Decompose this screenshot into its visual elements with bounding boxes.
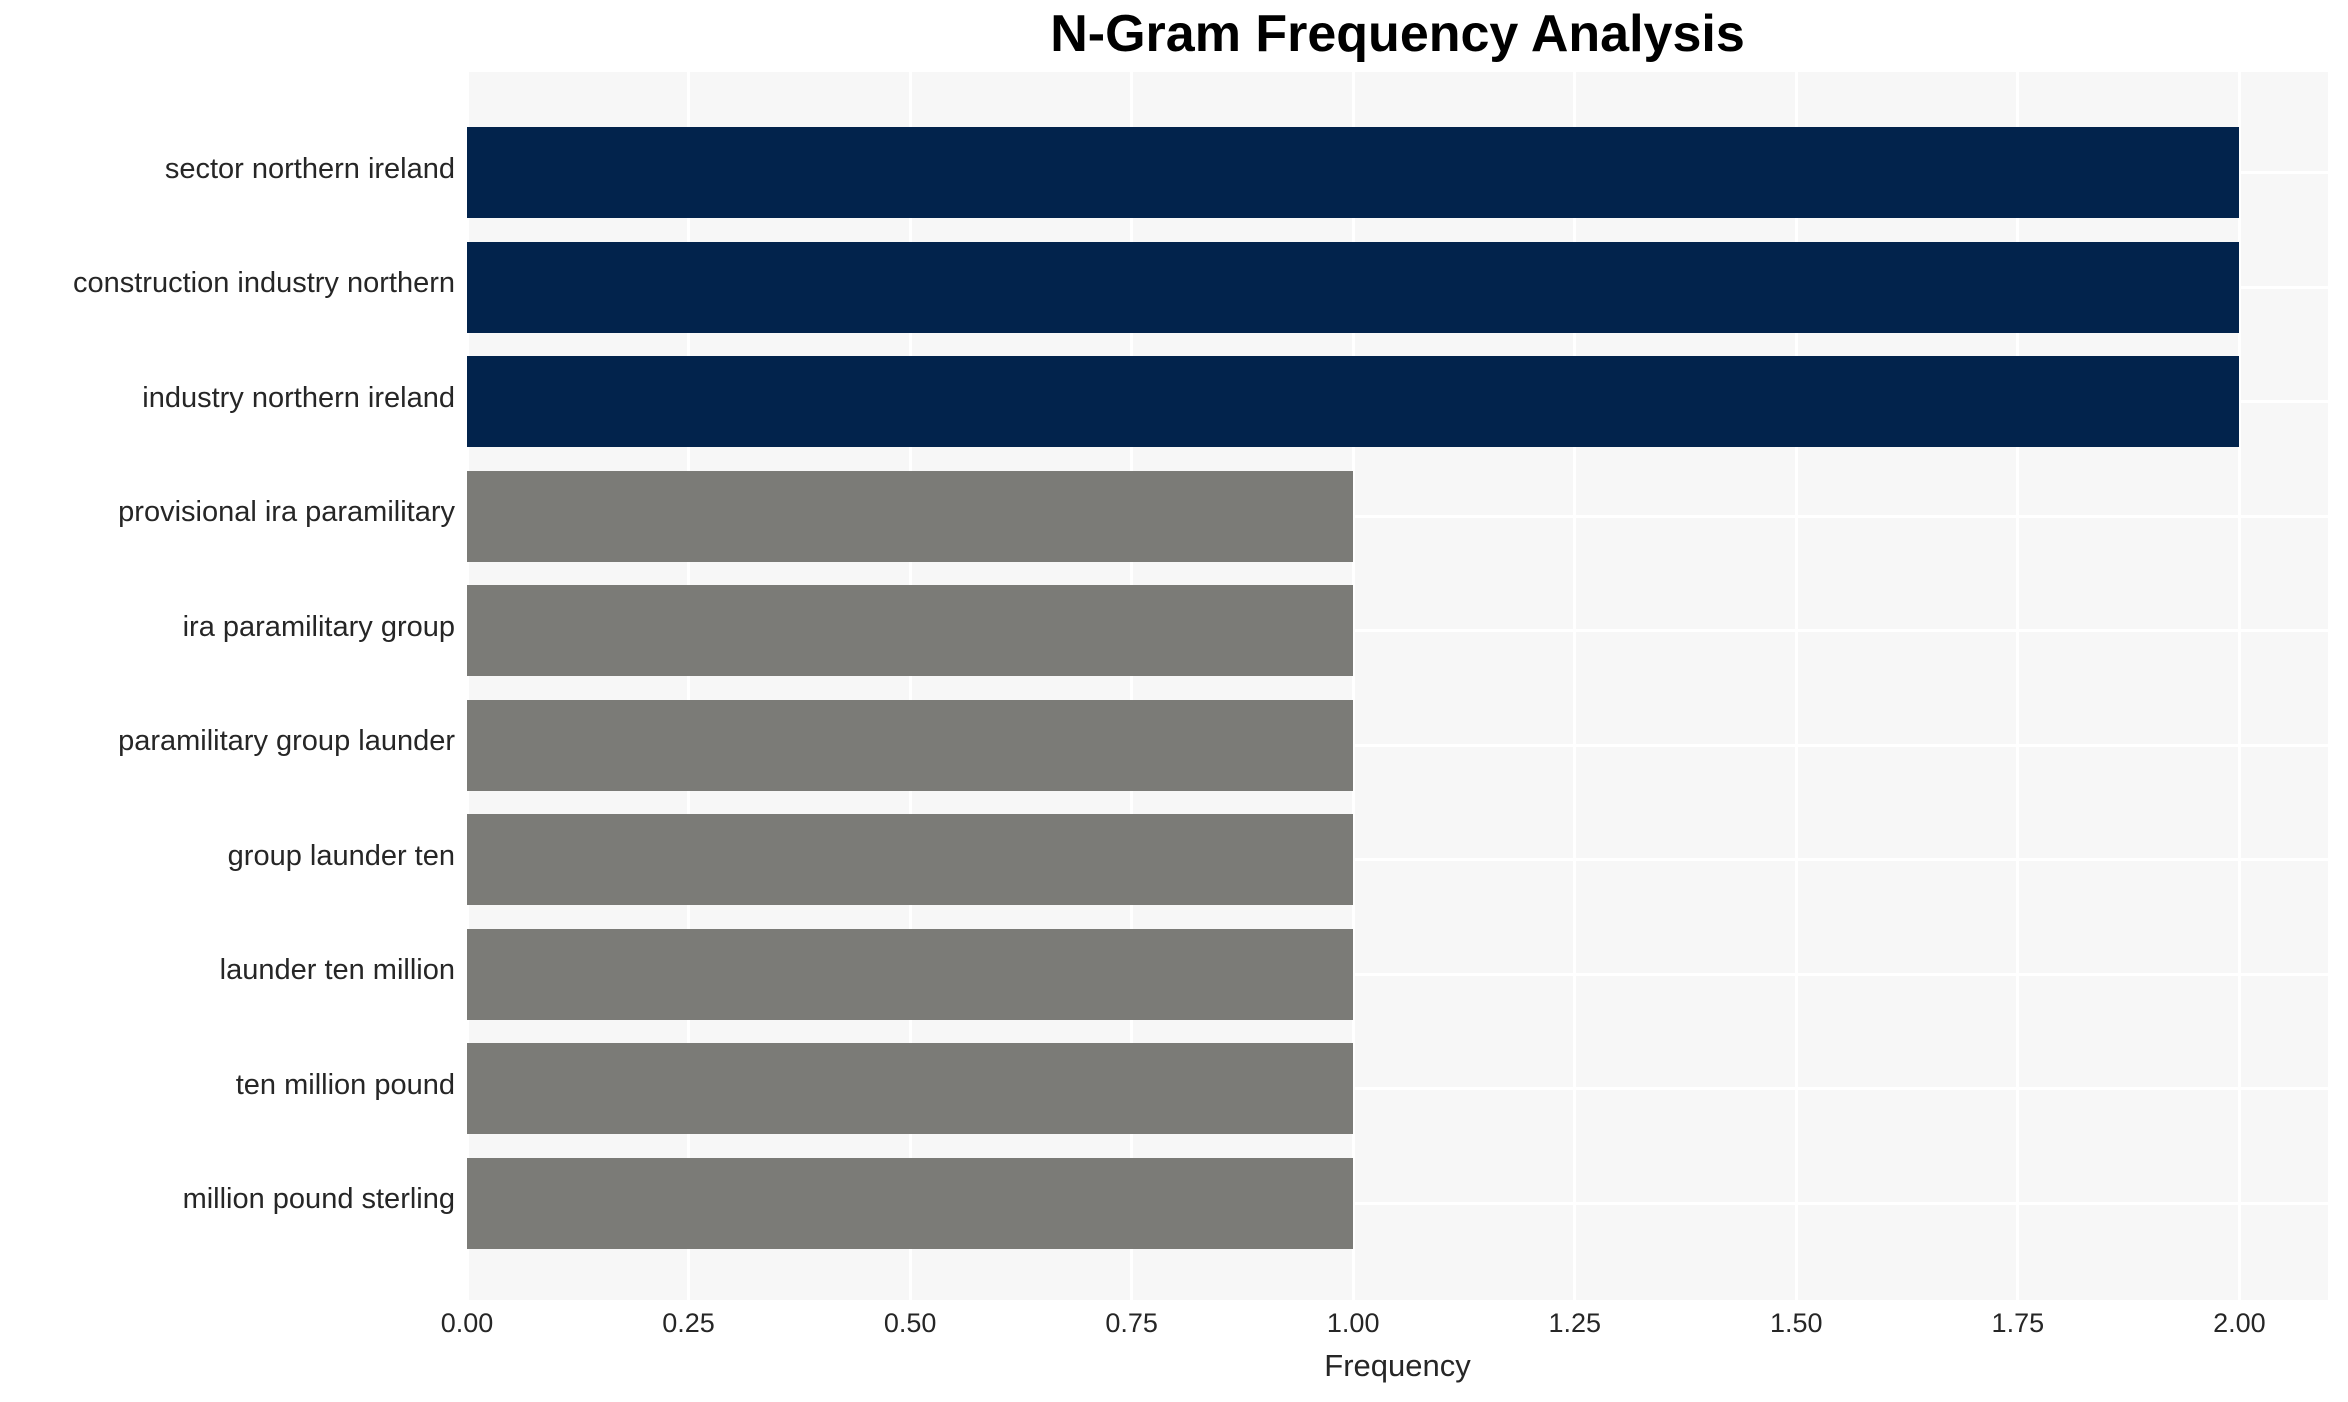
gridline-vertical <box>1573 72 1577 1300</box>
gridline-vertical <box>465 72 469 1300</box>
plot-area <box>465 72 2328 1300</box>
x-tick-label: 1.50 <box>1770 1308 1823 1338</box>
x-tick-label: 0.75 <box>1105 1308 1158 1338</box>
bar <box>467 356 2240 447</box>
bar <box>467 1157 1354 1249</box>
gridline-horizontal <box>467 743 2328 747</box>
gridline-vertical <box>687 72 691 1300</box>
y-axis: sector northern ireland construction indu… <box>0 72 455 1300</box>
y-axis-label: provisional ira paramilitary <box>118 496 455 528</box>
gridline-vertical <box>2016 72 2020 1300</box>
y-axis-label: ira paramilitary group <box>182 610 455 643</box>
x-axis: 0.00 0.25 0.50 0.75 1.00 1.25 1.50 1.75 2.00 <box>0 1308 2348 1348</box>
y-axis-label: ten million pound <box>235 1068 455 1101</box>
x-tick-label: 1.75 <box>1991 1308 2045 1338</box>
gridline-vertical <box>1130 72 1134 1300</box>
y-axis-label: million pound sterling <box>182 1183 455 1215</box>
gridline-vertical <box>1351 72 1355 1300</box>
y-axis-label: construction industry northern <box>72 267 455 299</box>
gridline-vertical <box>2237 72 2241 1300</box>
gridline-vertical <box>908 72 912 1300</box>
y-axis-label: sector northern ireland <box>164 152 455 185</box>
gridline-horizontal <box>467 858 2328 861</box>
bar <box>467 928 1354 1020</box>
x-tick-label: 0.25 <box>662 1308 715 1338</box>
bar <box>467 241 2240 333</box>
x-tick-label: 2.00 <box>2213 1308 2266 1338</box>
x-axis-title: Frequency <box>1324 1348 1471 1383</box>
x-tick-label: 0.00 <box>440 1308 494 1338</box>
y-axis-label: paramilitary group launder <box>118 725 455 757</box>
x-tick-label: 1.00 <box>1326 1308 1380 1338</box>
y-axis-label: group launder ten <box>227 839 455 872</box>
bar <box>467 1043 1354 1134</box>
gridline-horizontal <box>467 1087 2328 1090</box>
y-axis-label: launder ten million <box>219 954 455 986</box>
x-tick-label: 1.25 <box>1548 1308 1602 1338</box>
gridline-vertical <box>1794 72 1798 1300</box>
bar <box>467 585 1354 676</box>
bar <box>467 470 1354 562</box>
x-tick-label: 0.50 <box>883 1308 937 1338</box>
y-axis-label: industry northern ireland <box>142 381 455 414</box>
bar <box>467 127 2240 218</box>
gridline-horizontal <box>467 1201 2328 1205</box>
gridline-horizontal <box>467 514 2328 518</box>
chart-title: N-Gram Frequency Analysis <box>1050 5 1745 63</box>
gridline-horizontal <box>467 972 2328 976</box>
bar <box>467 814 1354 905</box>
gridline-horizontal <box>467 629 2328 632</box>
bar <box>467 699 1354 791</box>
